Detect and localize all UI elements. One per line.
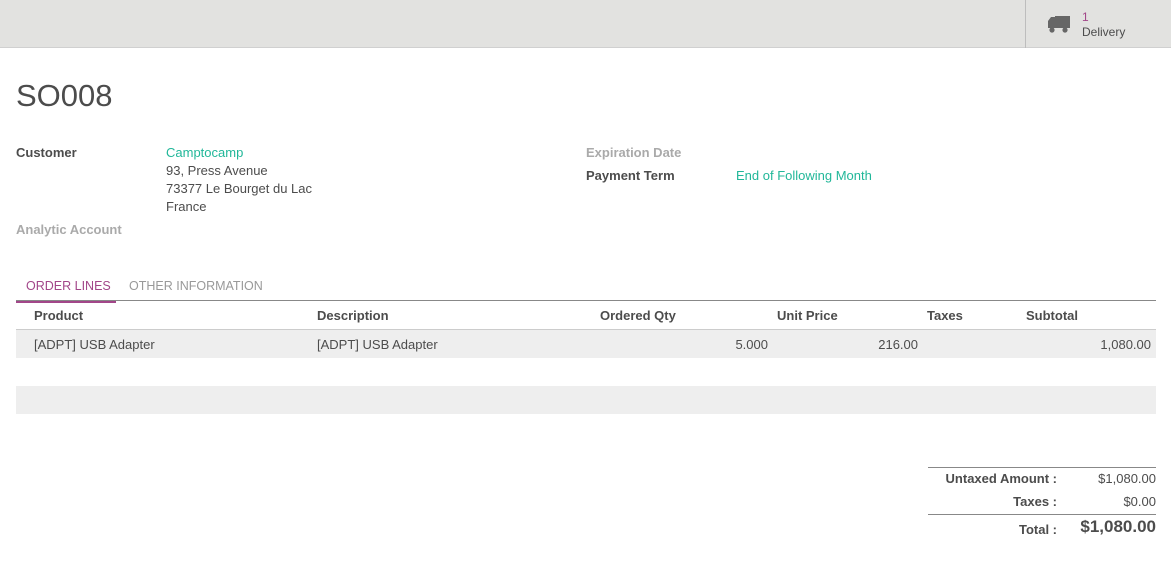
table-header: Product Description Ordered Qty Unit Pri…: [16, 301, 1156, 330]
total-label: Total :: [1018, 522, 1057, 537]
address-line: 93, Press Avenue: [166, 163, 268, 178]
cell-subtotal: 1,080.00: [1100, 337, 1151, 352]
address-line: France: [166, 199, 207, 214]
col-ordered-qty[interactable]: Ordered Qty: [600, 308, 676, 323]
table-row[interactable]: [ADPT] USB Adapter [ADPT] USB Adapter 5.…: [16, 330, 1156, 358]
delivery-count: 1: [1082, 10, 1089, 24]
truck-icon: [1048, 16, 1070, 33]
untaxed-amount-value: $1,080.00: [1098, 471, 1156, 486]
address-line: 73377 Le Bourget du Lac: [166, 181, 313, 196]
analytic-account-label: Analytic Account: [16, 222, 122, 237]
cell-description: [ADPT] USB Adapter: [317, 337, 438, 352]
cell-qty: 5.000: [735, 337, 768, 352]
tab-order-lines[interactable]: ORDER LINES: [16, 279, 116, 303]
control-panel: 1 Delivery: [0, 0, 1171, 48]
untaxed-amount-label: Untaxed Amount :: [945, 471, 1057, 486]
total-value: $1,080.00: [1080, 517, 1156, 536]
delivery-smart-button[interactable]: 1 Delivery: [1025, 0, 1171, 48]
customer-label: Customer: [16, 145, 77, 160]
totals-divider: [928, 467, 1156, 468]
col-subtotal[interactable]: Subtotal: [1026, 308, 1078, 323]
customer-link[interactable]: Camptocamp: [166, 145, 244, 160]
delivery-label: Delivery: [1082, 25, 1126, 39]
tab-divider: [16, 300, 1156, 301]
col-product[interactable]: Product: [34, 308, 84, 323]
totals-divider: [928, 514, 1156, 515]
taxes-value: $0.00: [1123, 494, 1156, 509]
tab-other-information[interactable]: OTHER INFORMATION: [129, 279, 263, 293]
col-description[interactable]: Description: [317, 308, 389, 323]
cell-product: [ADPT] USB Adapter: [34, 337, 155, 352]
col-taxes[interactable]: Taxes: [927, 308, 963, 323]
payment-term-link[interactable]: End of Following Month: [736, 168, 872, 183]
table-footer-row: [16, 386, 1156, 414]
cell-unit-price: 216.00: [878, 337, 918, 352]
taxes-label: Taxes :: [1013, 494, 1057, 509]
col-unit-price[interactable]: Unit Price: [777, 308, 838, 323]
page-title: SO008: [16, 78, 113, 113]
payment-term-label: Payment Term: [586, 168, 675, 183]
expiration-date-label: Expiration Date: [586, 145, 682, 160]
